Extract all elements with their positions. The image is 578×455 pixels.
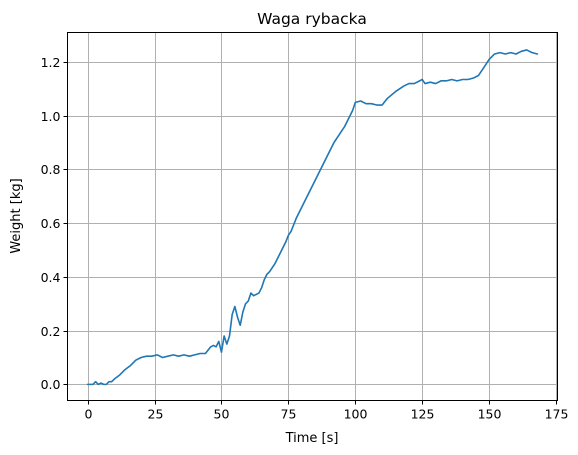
y-tick-label: 0.4 (41, 270, 61, 285)
x-tick-label: 75 (281, 407, 297, 422)
y-tick-label: 0.6 (41, 216, 61, 231)
y-tick-label: 1.2 (41, 55, 61, 70)
x-tick-label: 100 (344, 407, 368, 422)
series-layer (86, 49, 539, 386)
y-tick-label: 0.0 (41, 377, 61, 392)
ticks: 0 25 50 75 100 125 150 175 0.0 0.2 0.4 0.6 0.8 1.0 1.2 (41, 55, 569, 422)
x-tick-label: 125 (411, 407, 435, 422)
plot-frame (67, 32, 558, 401)
y-axis-label: Weight [kg] (9, 178, 24, 253)
x-axis-label: Time [s] (285, 431, 339, 446)
chart-title: Waga rybacka (257, 10, 367, 28)
y-tick-label: 1.0 (41, 109, 61, 124)
x-tick-label: 175 (545, 407, 569, 422)
y-tick-label: 0.8 (41, 162, 61, 177)
x-tick-label: 150 (478, 407, 502, 422)
x-tick-label: 0 (85, 407, 93, 422)
x-tick-label: 25 (148, 407, 164, 422)
series-line (86, 49, 539, 386)
x-tick-label: 50 (214, 407, 230, 422)
y-tick-label: 0.2 (41, 324, 61, 339)
grid-lines (67, 32, 558, 401)
